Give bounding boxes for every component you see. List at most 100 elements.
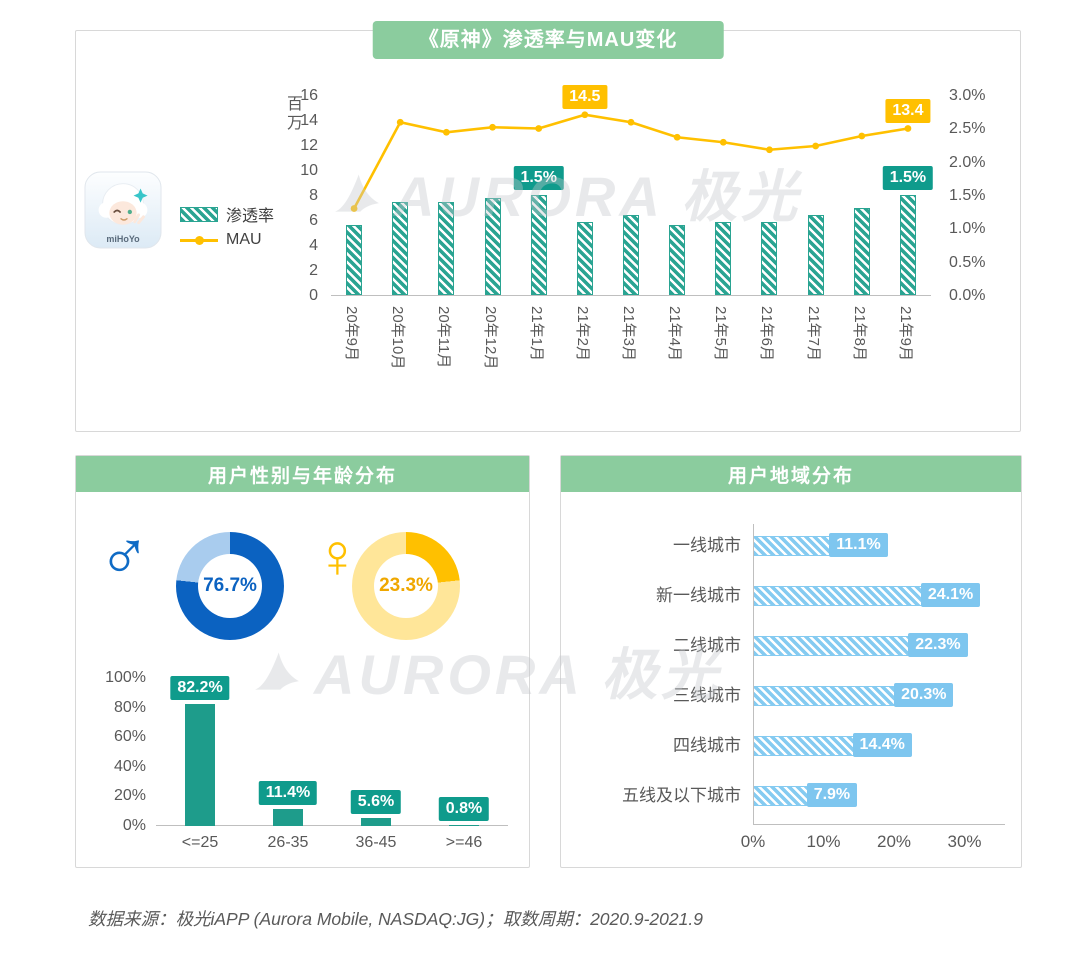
right-axis-tick: 0.5% bbox=[949, 253, 986, 271]
female-percentage: 23.3% bbox=[379, 575, 433, 596]
left-axis-tick: 0 bbox=[309, 287, 318, 304]
penetration-swatch-icon bbox=[180, 206, 218, 222]
left-axis-tick: 16 bbox=[300, 87, 318, 104]
left-axis-tick: 2 bbox=[309, 262, 318, 279]
region-bar bbox=[753, 786, 809, 806]
region-category-label: 一线城市 bbox=[673, 536, 741, 555]
mau-point bbox=[627, 118, 635, 126]
penetration-bar bbox=[576, 221, 593, 295]
mau-point bbox=[535, 125, 543, 132]
age-y-tick: 80% bbox=[113, 698, 146, 716]
left-axis-tick: 12 bbox=[300, 137, 318, 154]
right-axis-tick: 0.0% bbox=[949, 287, 986, 304]
mau-line bbox=[350, 111, 912, 212]
legend-item-penetration: 渗透率 bbox=[180, 201, 274, 227]
age-category-label: 26-35 bbox=[267, 834, 309, 851]
age-y-tick: 0% bbox=[122, 817, 146, 834]
x-axis-label: 21年5月 bbox=[712, 306, 730, 362]
mau-point bbox=[489, 123, 496, 131]
age-bar bbox=[361, 817, 391, 826]
region-title: 用户地域分布 bbox=[561, 456, 1021, 492]
gender-age-title: 用户性别与年龄分布 bbox=[76, 456, 529, 492]
region-bar bbox=[753, 686, 897, 706]
penetration-bar bbox=[899, 195, 916, 295]
x-axis-label: 20年12月 bbox=[481, 306, 499, 370]
region-title-text: 用户地域分布 bbox=[727, 465, 854, 487]
age-category-label: 36-45 bbox=[355, 834, 397, 851]
region-data-label: 24.1% bbox=[920, 583, 981, 607]
penetration-bar bbox=[761, 221, 778, 295]
penetration-bar bbox=[438, 201, 455, 295]
left-axis-tick: 10 bbox=[300, 162, 318, 179]
right-axis-tick: 1.0% bbox=[949, 220, 986, 238]
mau-point bbox=[673, 133, 681, 141]
region-data-label: 14.4% bbox=[852, 733, 912, 757]
penetration-data-label: 1.5% bbox=[513, 166, 564, 190]
x-axis-label: 20年9月 bbox=[343, 306, 361, 362]
chart-legend: 渗透率 MAU bbox=[180, 201, 274, 253]
left-axis-tick: 14 bbox=[300, 112, 318, 129]
left-axis-title: 百万 bbox=[284, 95, 301, 133]
penetration-bar bbox=[530, 195, 547, 295]
age-data-label: 82.2% bbox=[170, 676, 230, 701]
penetration-bar bbox=[623, 215, 639, 295]
combo-chart: miHoYo 渗透率 MAU 百万 0 2 4 6 8 10 12 14 16 0.0% 0.5% 1… bbox=[76, 31, 1020, 431]
male-donut-chart: 76.7% bbox=[176, 532, 284, 640]
age-bar bbox=[273, 809, 303, 826]
mau-point bbox=[812, 142, 820, 150]
region-x-tick: 0% bbox=[740, 832, 766, 851]
legend-item-mau: MAU bbox=[180, 227, 274, 253]
paimon-icon bbox=[84, 171, 162, 249]
gender-age-title-text: 用户性别与年龄分布 bbox=[207, 465, 397, 487]
region-data-label: 11.1% bbox=[829, 533, 888, 557]
age-category-label: <=25 bbox=[181, 834, 219, 851]
region-category-label: 二线城市 bbox=[673, 636, 741, 655]
region-category-label: 三线城市 bbox=[673, 686, 741, 705]
chart-title-badge: 《原神》渗透率与MAU变化 bbox=[372, 21, 724, 59]
mau-point bbox=[350, 205, 358, 212]
mau-line-swatch-icon bbox=[180, 235, 218, 245]
region-category-label: 新一线城市 bbox=[656, 586, 741, 605]
mau-data-label: 14.5 bbox=[562, 84, 608, 109]
x-axis-label: 21年2月 bbox=[573, 306, 591, 362]
genshin-app-icon: miHoYo bbox=[84, 171, 162, 249]
penetration-bar bbox=[484, 198, 501, 295]
age-bar bbox=[185, 704, 215, 826]
region-bar bbox=[753, 636, 911, 656]
x-axis-label: 21年3月 bbox=[620, 306, 637, 362]
mau-point bbox=[766, 146, 773, 154]
x-axis-label: 21年8月 bbox=[850, 306, 868, 362]
region-x-tick: 10% bbox=[806, 832, 841, 851]
right-axis-tick: 2.5% bbox=[949, 120, 986, 138]
region-y-axis bbox=[753, 524, 754, 824]
mau-point bbox=[396, 118, 404, 126]
x-axis-label: 21年7月 bbox=[804, 306, 822, 362]
region-x-tick: 30% bbox=[947, 832, 982, 851]
penetration-data-label: 1.5% bbox=[882, 166, 934, 190]
combo-plot-area bbox=[331, 96, 931, 296]
x-axis-label: 20年11月 bbox=[435, 306, 453, 369]
penetration-bar bbox=[669, 225, 686, 295]
region-card: 用户地域分布 一线城市 11.1% 新一线城市 24.1% 二线城市 22.3% 三线城市 2… bbox=[560, 455, 1022, 868]
age-y-tick: 100% bbox=[105, 669, 146, 686]
female-donut-chart: 23.3% bbox=[352, 532, 460, 640]
age-y-tick: 40% bbox=[113, 757, 146, 775]
legend-label: 渗透率 bbox=[226, 208, 275, 225]
region-data-label: 7.9% bbox=[806, 783, 858, 807]
region-x-tick: 20% bbox=[876, 832, 912, 851]
age-data-label: 0.8% bbox=[438, 796, 490, 821]
male-symbol-icon: ♂ bbox=[98, 514, 151, 592]
penetration-bar bbox=[392, 201, 409, 295]
region-data-label: 22.3% bbox=[908, 633, 968, 657]
region-bar bbox=[753, 536, 832, 556]
age-y-tick: 60% bbox=[113, 728, 146, 746]
age-y-tick: 20% bbox=[113, 787, 146, 805]
age-bar bbox=[449, 824, 479, 826]
region-data-label: 20.3% bbox=[894, 683, 954, 707]
region-category-label: 四线城市 bbox=[673, 736, 741, 755]
age-plot-area bbox=[156, 678, 508, 826]
region-bar bbox=[753, 736, 855, 756]
mihoyo-label: miHoYo bbox=[106, 234, 140, 244]
age-bar-chart: 0% 20% 40% 60% 80% 100% 82.2% <=25 11.4% 26-35 5.6… bbox=[76, 456, 529, 867]
